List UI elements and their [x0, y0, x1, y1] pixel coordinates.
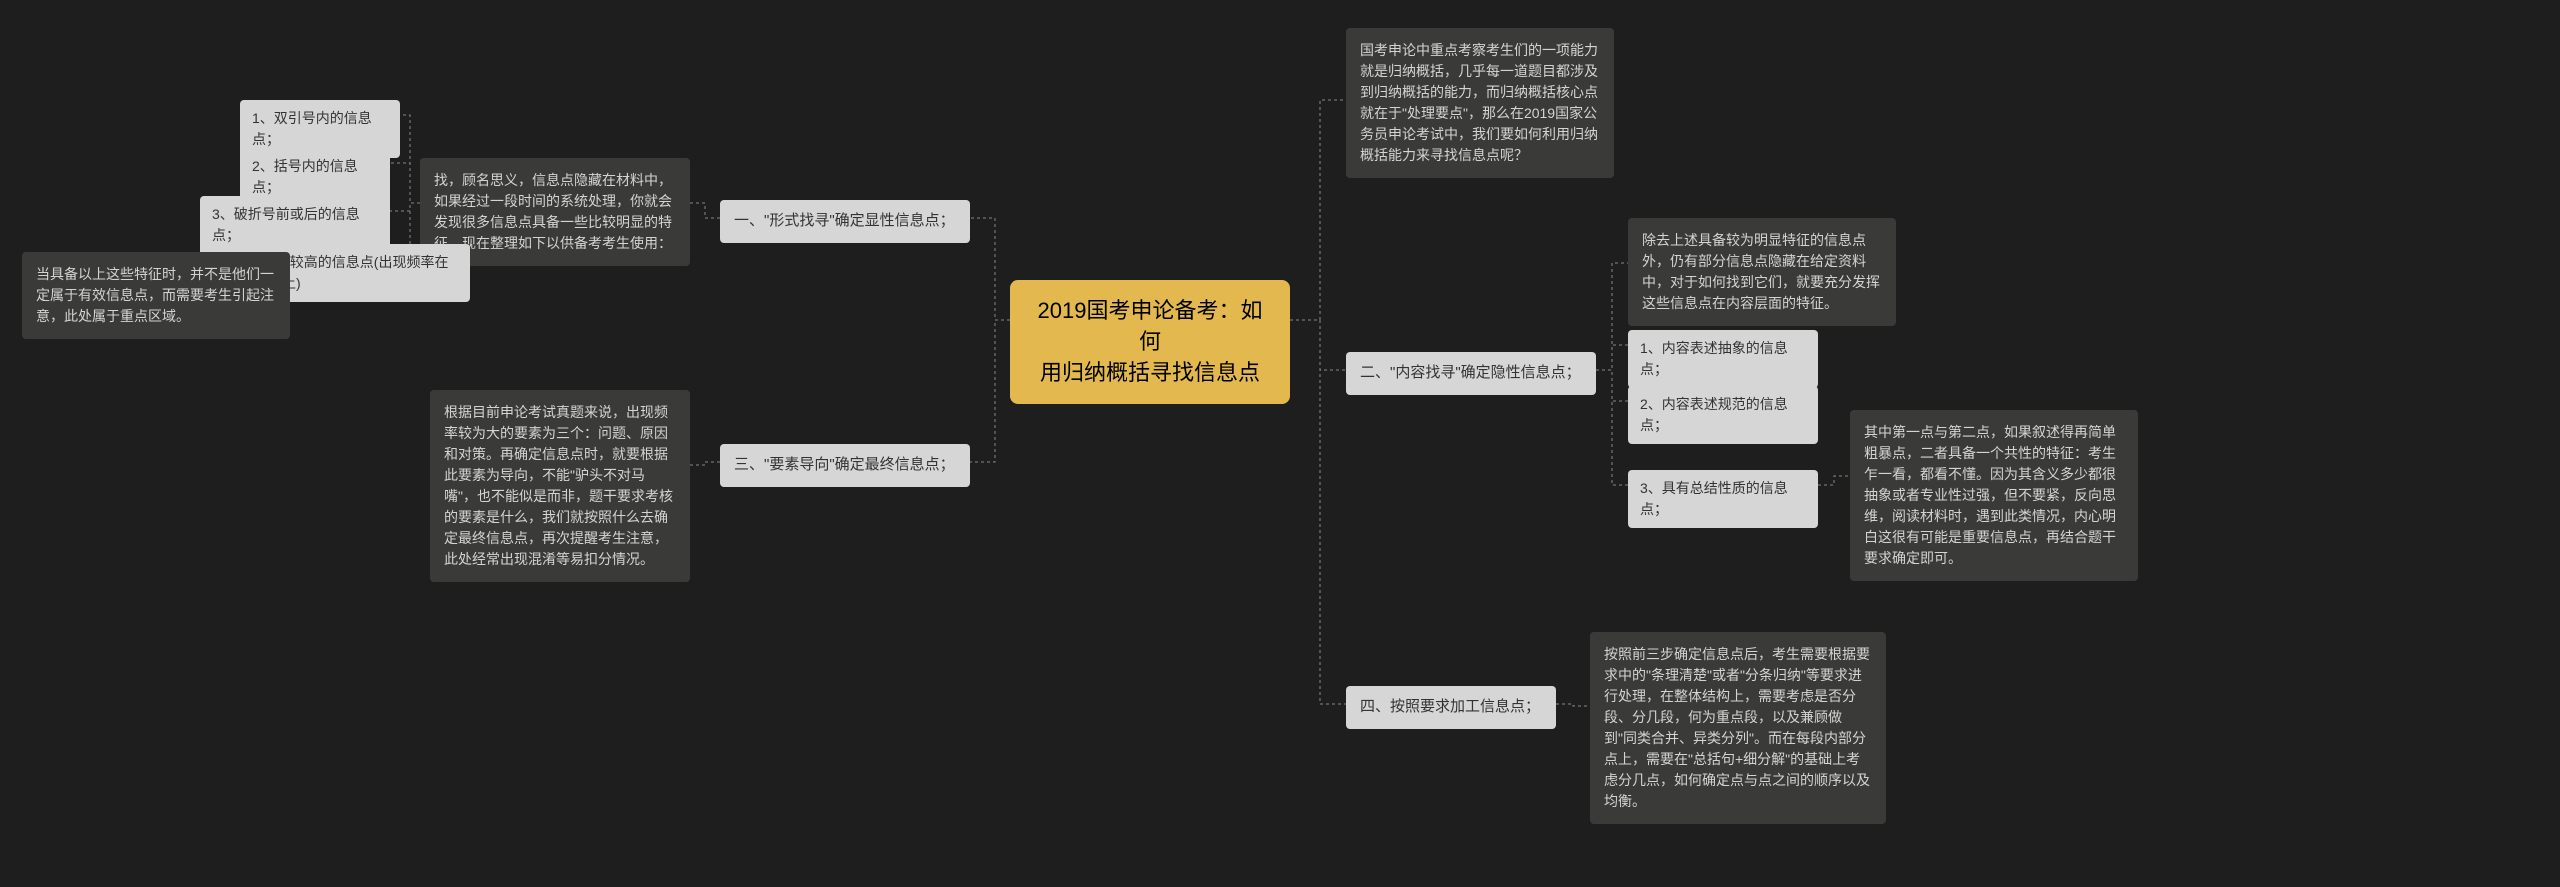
branch-4-desc: 按照前三步确定信息点后，考生需要根据要求中的"条理清楚"或者"分条归纳"等要求进… [1590, 632, 1886, 824]
branch-4-desc-text: 按照前三步确定信息点后，考生需要根据要求中的"条理清楚"或者"分条归纳"等要求进… [1604, 646, 1870, 809]
branch-2-note-text: 其中第一点与第二点，如果叙述得再简单粗暴点，二者具备一个共性的特征：考生乍一看，… [1864, 424, 2116, 566]
root-title-line2: 用归纳概括寻找信息点 [1030, 358, 1270, 389]
branch-2-item-1-text: 1、内容表述抽象的信息点； [1640, 340, 1788, 377]
intro-box: 国考申论中重点考察考生们的一项能力就是归纳概括，几乎每一道题目都涉及到归纳概括的… [1346, 28, 1614, 178]
branch-2-item-1: 1、内容表述抽象的信息点； [1628, 330, 1818, 388]
branch-1[interactable]: 一、"形式找寻"确定显性信息点； [720, 200, 970, 243]
branch-1-note-text: 当具备以上这些特征时，并不是他们一定属于有效信息点，而需要考生引起注意，此处属于… [36, 266, 274, 324]
branch-2-desc-text: 除去上述具备较为明显特征的信息点外，仍有部分信息点隐藏在给定资料中，对于如何找到… [1642, 232, 1880, 311]
branch-3-label: 三、"要素导向"确定最终信息点； [734, 456, 955, 473]
branch-1-label: 一、"形式找寻"确定显性信息点； [734, 212, 955, 229]
branch-1-item-3-text: 3、破折号前或后的信息点； [212, 206, 360, 243]
branch-4-label: 四、按照要求加工信息点； [1360, 698, 1540, 715]
branch-2-item-2-text: 2、内容表述规范的信息点； [1640, 396, 1788, 433]
branch-1-note: 当具备以上这些特征时，并不是他们一定属于有效信息点，而需要考生引起注意，此处属于… [22, 252, 290, 339]
intro-text: 国考申论中重点考察考生们的一项能力就是归纳概括，几乎每一道题目都涉及到归纳概括的… [1360, 42, 1598, 163]
branch-2-desc: 除去上述具备较为明显特征的信息点外，仍有部分信息点隐藏在给定资料中，对于如何找到… [1628, 218, 1896, 326]
branch-2-label: 二、"内容找寻"确定隐性信息点； [1360, 364, 1581, 381]
branch-3-desc: 根据目前申论考试真题来说，出现频率较为大的要素为三个：问题、原因和对策。再确定信… [430, 390, 690, 582]
branch-1-item-2-text: 2、括号内的信息点； [252, 158, 358, 195]
branch-2-item-3-text: 3、具有总结性质的信息点； [1640, 480, 1788, 517]
branch-4[interactable]: 四、按照要求加工信息点； [1346, 686, 1556, 729]
branch-2-item-3: 3、具有总结性质的信息点； [1628, 470, 1818, 528]
branch-3-desc-text: 根据目前申论考试真题来说，出现频率较为大的要素为三个：问题、原因和对策。再确定信… [444, 404, 673, 567]
root-node[interactable]: 2019国考申论备考：如何 用归纳概括寻找信息点 [1010, 280, 1290, 404]
branch-2-item-2: 2、内容表述规范的信息点； [1628, 386, 1818, 444]
branch-1-item-1-text: 1、双引号内的信息点； [252, 110, 372, 147]
root-title-line1: 2019国考申论备考：如何 [1030, 296, 1270, 358]
branch-2[interactable]: 二、"内容找寻"确定隐性信息点； [1346, 352, 1596, 395]
branch-3[interactable]: 三、"要素导向"确定最终信息点； [720, 444, 970, 487]
branch-1-desc-text: 找，顾名思义，信息点隐藏在材料中，如果经过一段时间的系统处理，你就会发现很多信息… [434, 172, 672, 251]
branch-2-note: 其中第一点与第二点，如果叙述得再简单粗暴点，二者具备一个共性的特征：考生乍一看，… [1850, 410, 2138, 581]
